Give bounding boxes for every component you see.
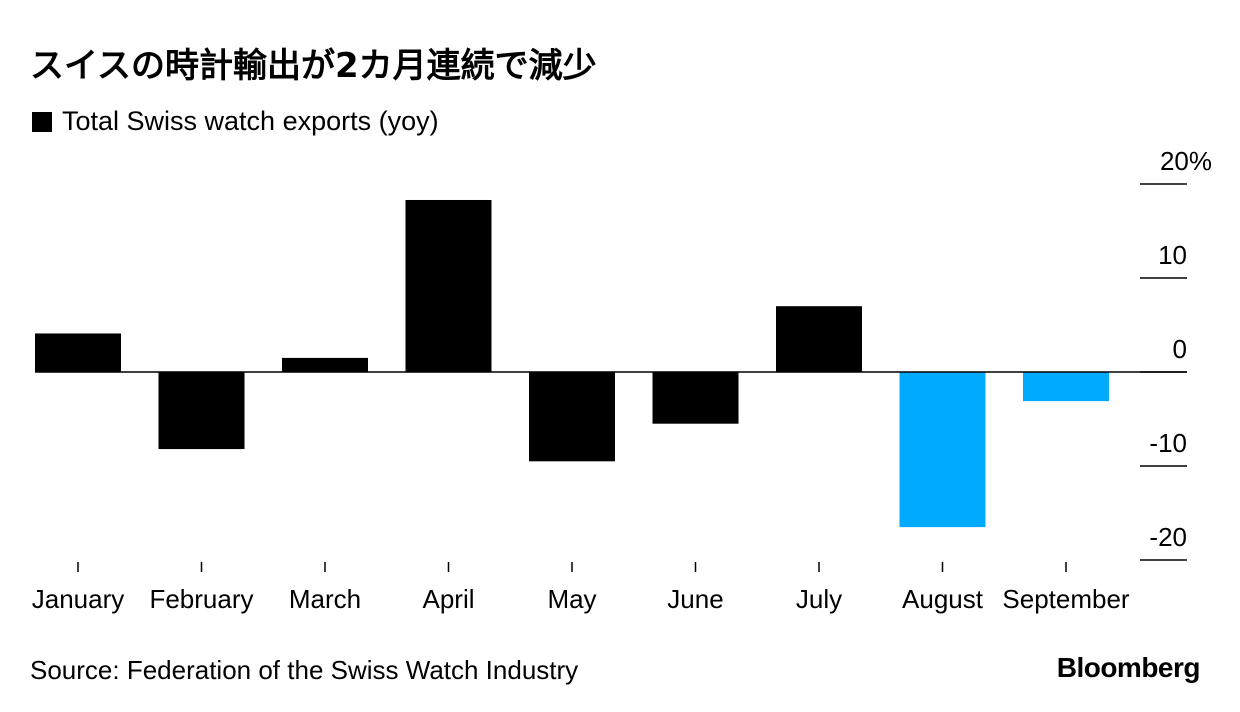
- x-axis-label-march: March: [289, 584, 361, 614]
- y-axis-tick-label: -20: [1149, 522, 1187, 552]
- x-axis-label-february: February: [149, 584, 253, 614]
- source-note: Source: Federation of the Swiss Watch In…: [30, 655, 579, 685]
- x-axis-label-july: July: [796, 584, 842, 614]
- bar-may: [529, 372, 615, 462]
- bar-september: [1023, 372, 1109, 402]
- bar-january: [35, 333, 121, 372]
- x-axis-label-august: August: [902, 584, 984, 614]
- y-axis-tick-label: -10: [1149, 428, 1187, 458]
- bloomberg-logo: Bloomberg: [1056, 652, 1201, 683]
- x-axis-label-april: April: [422, 584, 474, 614]
- bar-february: [158, 372, 245, 450]
- legend: Total Swiss watch exports (yoy): [32, 106, 439, 137]
- bar-july: [776, 306, 862, 372]
- bar-april: [405, 199, 492, 372]
- legend-swatch: [32, 111, 52, 132]
- y-axis-tick-label: 10: [1158, 240, 1187, 270]
- y-axis-tick-label: 20%: [1160, 146, 1212, 176]
- bar-march: [282, 357, 368, 372]
- chart-title: スイスの時計輸出が2カ月連続で減少: [30, 46, 597, 86]
- legend-label: Total Swiss watch exports (yoy): [62, 106, 439, 136]
- x-axis-label-june: June: [667, 584, 723, 614]
- bar-june: [652, 372, 739, 424]
- x-axis-label-may: May: [547, 584, 596, 614]
- x-axis-label-january: January: [32, 584, 125, 614]
- x-axis-label-september: September: [1002, 584, 1130, 614]
- y-axis-tick-label: 0: [1173, 334, 1187, 364]
- bar-august: [899, 372, 986, 528]
